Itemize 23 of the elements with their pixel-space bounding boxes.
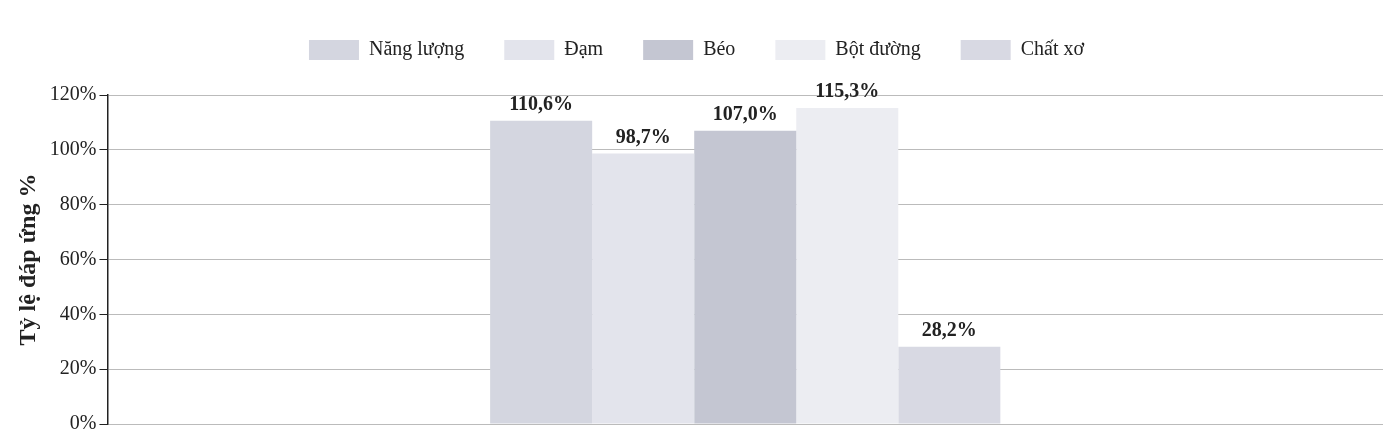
bar — [796, 107, 899, 424]
y-tick-label: 20% — [59, 356, 97, 379]
data-label: 110,6% — [509, 91, 574, 114]
bar — [592, 153, 695, 424]
y-tick-label: 40% — [59, 301, 97, 324]
y-tick-label: 80% — [59, 191, 97, 214]
legend-label: Năng lượng — [368, 37, 465, 61]
y-axis-title: Tỷ lệ đáp ứng % — [13, 173, 40, 346]
y-tick-label: 0% — [69, 411, 97, 434]
bar — [898, 346, 1001, 424]
y-tick-label: 100% — [49, 137, 97, 160]
bar — [694, 130, 797, 424]
y-tick-label: 60% — [59, 246, 97, 269]
data-label: 107,0% — [712, 101, 778, 124]
legend-label: Đạm — [564, 37, 604, 60]
y-tick-label: 120% — [49, 82, 97, 105]
legend-label: Chất xơ — [1020, 37, 1085, 60]
data-label: 28,2% — [921, 317, 977, 340]
bar — [490, 120, 593, 424]
data-label: 115,3% — [815, 79, 880, 102]
legend-label: Béo — [703, 37, 736, 60]
legend-label: Bột đường — [835, 37, 921, 61]
data-label: 98,7% — [615, 124, 671, 147]
